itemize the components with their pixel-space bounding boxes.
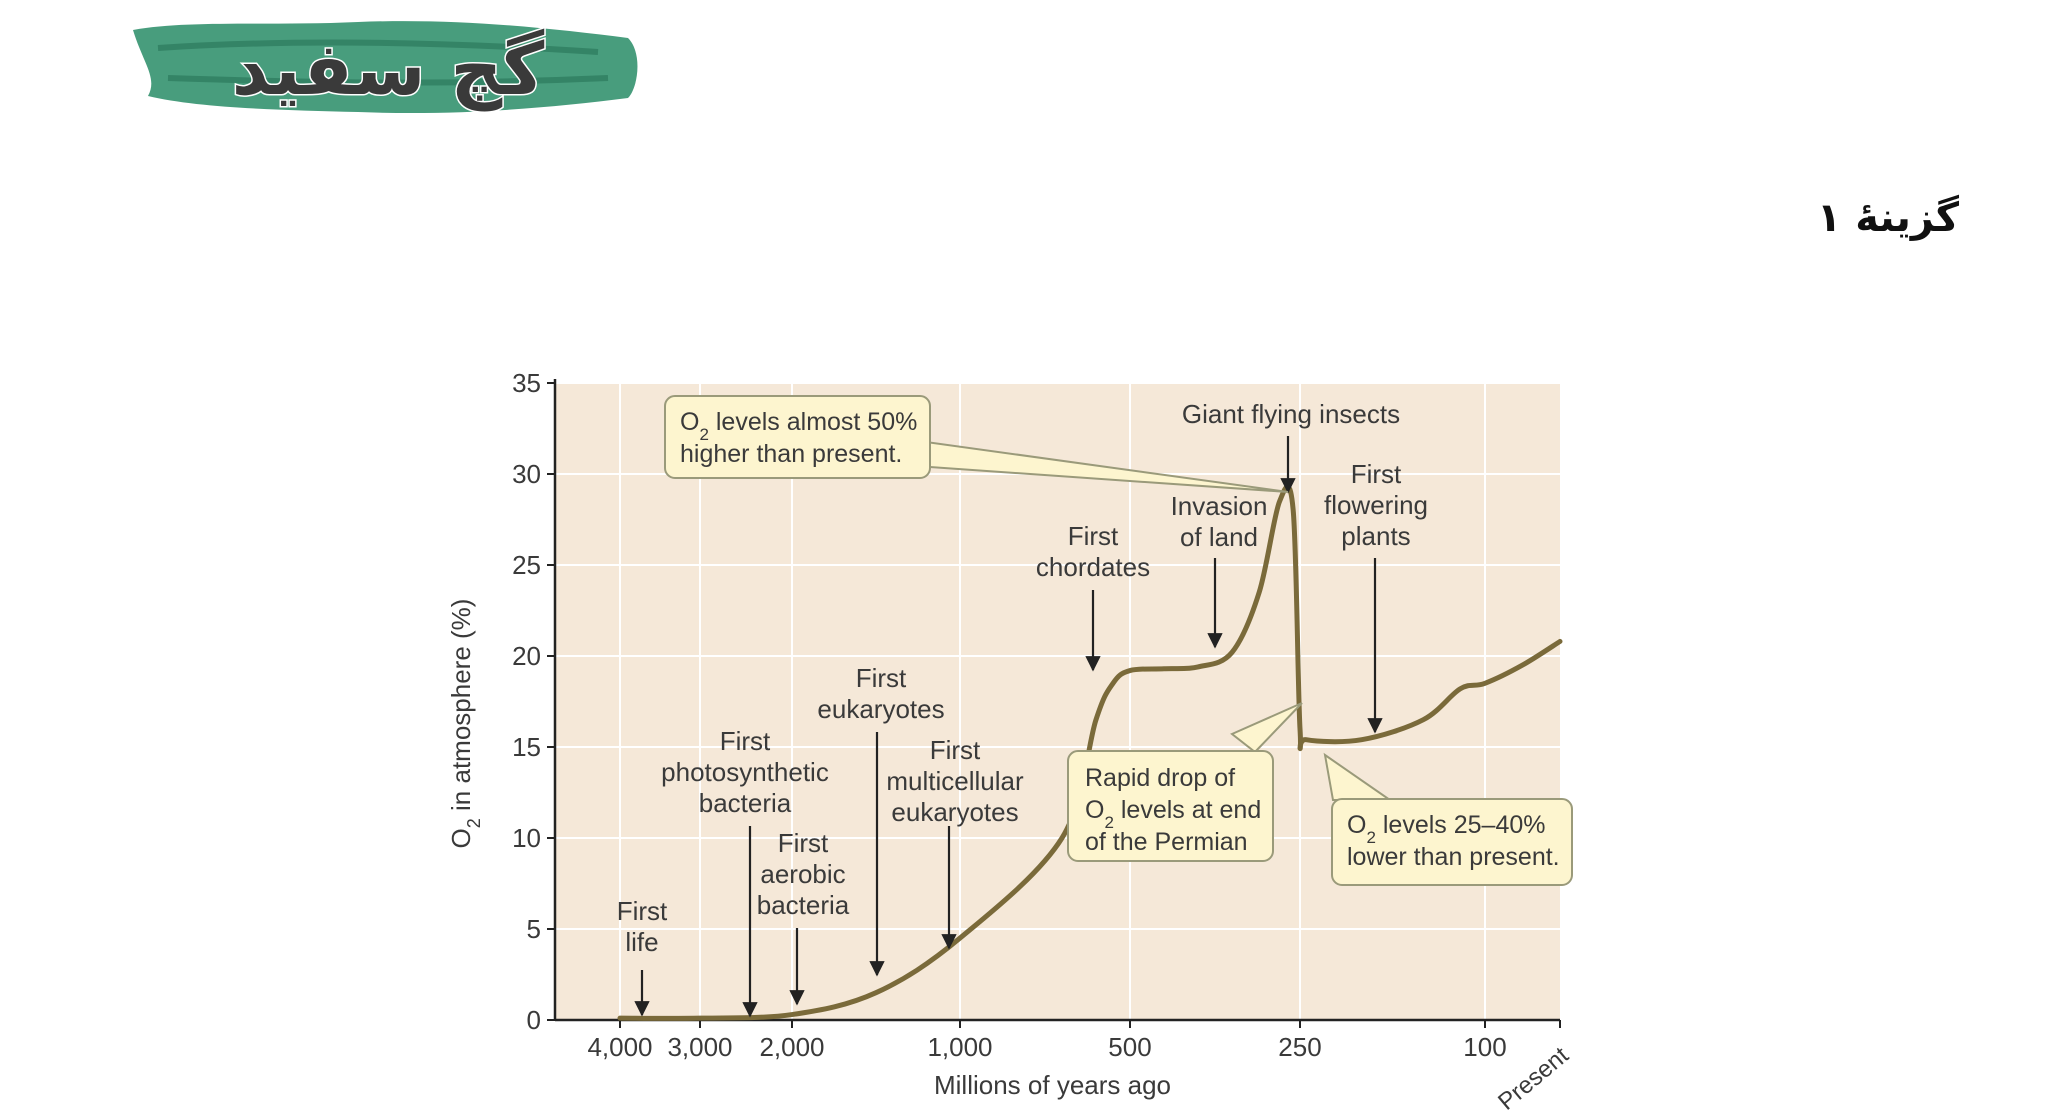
event-label: aerobic bbox=[760, 859, 845, 889]
x-tick-label: 4,000 bbox=[587, 1032, 652, 1062]
event-label: First bbox=[856, 663, 907, 693]
y-tick-label: 15 bbox=[512, 732, 541, 762]
event-label: First bbox=[1351, 459, 1402, 489]
event-label: bacteria bbox=[757, 890, 850, 920]
event-label: bacteria bbox=[699, 788, 792, 818]
y-tick-label: 0 bbox=[527, 1005, 541, 1035]
option-label: گزینهٔ ۱ bbox=[1817, 195, 1959, 241]
x-tick-label: 1,000 bbox=[927, 1032, 992, 1062]
y-tick-label: 10 bbox=[512, 823, 541, 853]
y-tick-label: 5 bbox=[527, 914, 541, 944]
event-label: First bbox=[930, 735, 981, 765]
oxygen-chart: 0 5 10 15 20 25 30 35 4,000 3,000 2,000 1,000 500 250… bbox=[440, 350, 1600, 1110]
x-tick-label: 250 bbox=[1278, 1032, 1321, 1062]
callout-text: of the Permian bbox=[1085, 828, 1248, 856]
y-tick-label: 35 bbox=[512, 368, 541, 398]
logo: گچ سفید bbox=[128, 8, 648, 138]
y-tick-label: 25 bbox=[512, 550, 541, 580]
event-label: multicellular bbox=[886, 766, 1024, 796]
event-label: plants bbox=[1341, 521, 1410, 551]
plot-area: 0 5 10 15 20 25 30 35 4,000 3,000 2,000 1,000 500 250… bbox=[446, 368, 1574, 1110]
event-label: flowering bbox=[1324, 490, 1428, 520]
event-label: First bbox=[1068, 521, 1119, 551]
event-label: eukaryotes bbox=[817, 694, 944, 724]
logo-text: گچ سفید bbox=[232, 27, 545, 112]
event-label: eukaryotes bbox=[891, 797, 1018, 827]
event-label: Invasion bbox=[1171, 491, 1268, 521]
event-label: of land bbox=[1180, 522, 1258, 552]
callout-text: lower than present. bbox=[1347, 843, 1560, 871]
event-label: chordates bbox=[1036, 552, 1150, 582]
event-label: First bbox=[617, 896, 668, 926]
callout-text: higher than present. bbox=[680, 440, 902, 468]
x-tick-label: 2,000 bbox=[759, 1032, 824, 1062]
x-tick-label: 3,000 bbox=[667, 1032, 732, 1062]
event-label: Giant flying insects bbox=[1182, 399, 1400, 429]
event-label: First bbox=[720, 726, 771, 756]
y-tick-label: 30 bbox=[512, 459, 541, 489]
event-label: First bbox=[778, 828, 829, 858]
x-tick-label: 500 bbox=[1108, 1032, 1151, 1062]
event-label: life bbox=[625, 927, 658, 957]
callout-text: Rapid drop of bbox=[1085, 764, 1235, 792]
y-tick-label: 20 bbox=[512, 641, 541, 671]
y-axis-label: O2 in atmosphere (%) bbox=[446, 599, 484, 849]
event-label: photosynthetic bbox=[661, 757, 829, 787]
x-tick-label: 100 bbox=[1463, 1032, 1506, 1062]
x-axis-label: Millions of years ago bbox=[934, 1070, 1171, 1100]
